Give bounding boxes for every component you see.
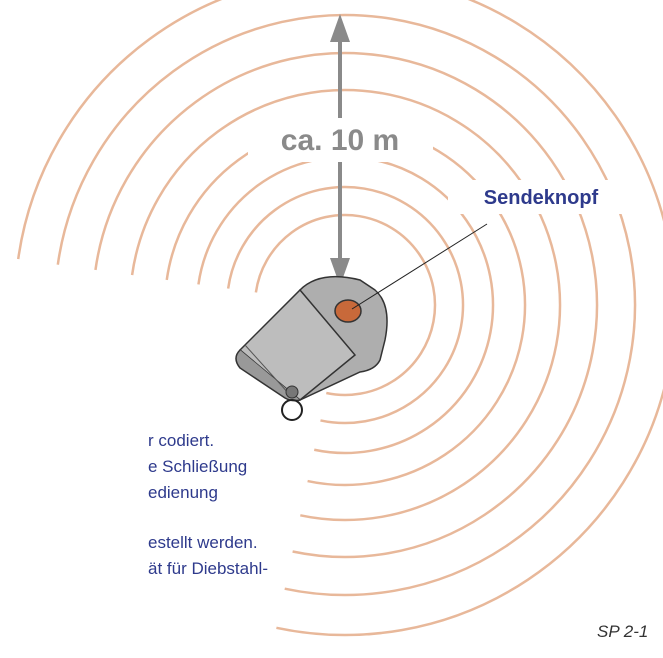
wave-arc xyxy=(226,185,465,425)
arrow-head-bottom xyxy=(330,258,350,286)
text-line: edienung xyxy=(148,483,218,502)
wave-arc xyxy=(94,51,599,559)
button-label: Sendeknopf xyxy=(484,187,599,209)
wave-arc xyxy=(197,155,495,455)
distance-label: ca. 10 m xyxy=(281,124,399,157)
wave-arc xyxy=(254,213,437,397)
arrow-head-top xyxy=(330,14,350,42)
wave-arc xyxy=(56,13,637,597)
text-line: estellt werden. xyxy=(148,533,258,552)
text-line: r codiert. xyxy=(148,431,214,450)
label-background xyxy=(448,180,638,214)
wave-arc xyxy=(16,0,663,637)
text-line: e Schließung xyxy=(148,457,247,476)
text-line: ät für Diebstahl- xyxy=(148,559,268,578)
key-fob xyxy=(235,275,388,421)
pointer-line xyxy=(351,223,488,310)
label-background xyxy=(248,118,433,162)
figure-code: SP 2-1 xyxy=(597,622,648,641)
